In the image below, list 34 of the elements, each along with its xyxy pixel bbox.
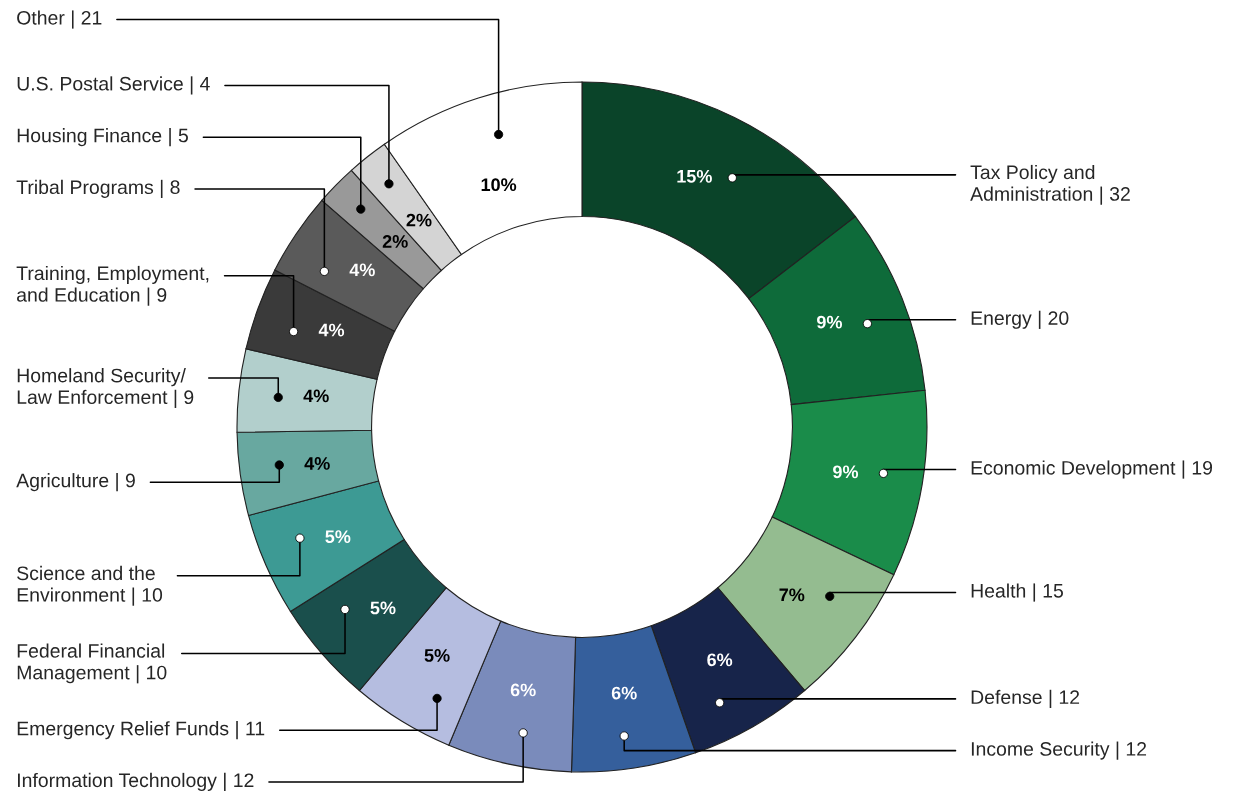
data-label: 7%	[779, 588, 805, 602]
slice-label: Homeland Security/ Law Enforcement | 9	[17, 368, 194, 408]
slice-label: Emergency Relief Funds | 11	[17, 721, 265, 740]
data-label: 15%	[677, 169, 712, 183]
slice-label: Other | 21	[17, 10, 102, 29]
slice-label: Federal Financial Management | 10	[17, 643, 167, 684]
slice-label: Tribal Programs | 8	[16, 179, 180, 199]
data-label: 5%	[370, 601, 396, 615]
data-label: 4%	[349, 263, 375, 277]
slice-label: Economic Development | 19	[971, 460, 1213, 479]
data-label: 6%	[611, 686, 637, 700]
slice-label: Training, Employment, and Education | 9	[16, 265, 209, 306]
slice-label: Tax Policy and Administration | 32	[970, 164, 1130, 205]
slice-label: Information Technology | 12	[18, 772, 254, 792]
slice-label: Health | 15	[971, 583, 1063, 602]
data-label: 4%	[303, 389, 329, 403]
data-label: 9%	[817, 315, 843, 329]
data-label: 6%	[707, 653, 733, 667]
data-label: 6%	[510, 683, 536, 697]
data-label: 5%	[325, 530, 351, 543]
slice-label: Energy | 20	[971, 310, 1069, 329]
slice-label: Agriculture | 9	[16, 473, 135, 492]
slice-label: Defense | 12	[971, 689, 1080, 708]
data-label: 10%	[481, 178, 517, 192]
slice-label: Housing Finance | 5	[17, 128, 188, 147]
data-label: 4%	[304, 457, 330, 470]
data-label: 2%	[406, 213, 432, 227]
data-label: 5%	[424, 649, 450, 662]
slice-label: Income Security | 12	[971, 741, 1147, 760]
data-label: 4%	[318, 323, 345, 337]
data-label: 2%	[382, 235, 408, 248]
data-label: 9%	[833, 465, 859, 479]
slice-label: U.S. Postal Service | 4	[17, 76, 210, 95]
slice-label: Science and the Environment | 10	[17, 565, 163, 606]
